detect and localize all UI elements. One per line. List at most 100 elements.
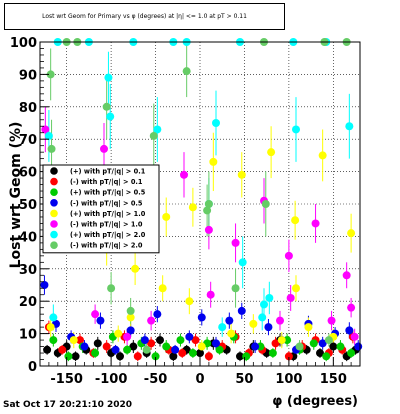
y-tick-label: 10 [19, 328, 37, 343]
data-point [204, 200, 213, 208]
data-point [295, 342, 304, 351]
legend-label: (+) with pT/|q| > 0.5 [70, 189, 146, 198]
data-point [238, 258, 247, 267]
data-point [142, 345, 151, 354]
data-point [107, 284, 116, 293]
y-tick-label: 50 [19, 198, 37, 213]
data-point [291, 216, 300, 225]
data-point [324, 336, 333, 345]
timestamp-footer: Sat Oct 17 20:21:10 2020 [3, 400, 133, 410]
data-point [180, 170, 188, 179]
data-point [304, 323, 313, 332]
y-axis-label: Lost wrt Geom (%) [8, 122, 24, 269]
data-point [336, 342, 345, 351]
data-point [203, 206, 212, 215]
data-point [47, 144, 56, 153]
data-point [342, 271, 351, 280]
y-tick-label: 20 [19, 295, 37, 310]
data-point [126, 326, 135, 335]
data-point [133, 352, 142, 361]
data-point [292, 284, 300, 293]
y-tick-label: 70 [19, 133, 37, 148]
data-point [204, 225, 213, 234]
data-point [249, 319, 258, 328]
data-point [185, 297, 194, 306]
y-tick-label: 0 [28, 360, 37, 375]
data-point [209, 157, 218, 166]
legend-label: (-) with pT/|q| > 1.0 [70, 221, 143, 230]
legend-marker [50, 230, 58, 239]
data-point [196, 349, 204, 358]
data-point [123, 332, 132, 341]
legend-label: (-) with pT/|q| > 0.1 [70, 178, 143, 187]
data-point [227, 329, 236, 338]
legend: (+) with pT/|q| > 0.1(-) with pT/|q| > 0… [42, 164, 160, 254]
data-point [64, 352, 73, 361]
data-point [264, 323, 273, 332]
data-point [231, 284, 240, 293]
data-point [123, 345, 132, 354]
data-points [40, 38, 363, 361]
x-tick-label: -150 [50, 372, 83, 387]
x-tick-label: -50 [144, 372, 168, 387]
data-point [318, 151, 327, 160]
data-point [218, 323, 227, 332]
data-point [76, 336, 84, 345]
data-point [347, 229, 356, 238]
x-tick-label: 100 [275, 372, 302, 387]
data-point [242, 352, 251, 361]
data-point [140, 336, 149, 345]
data-point [309, 339, 318, 348]
data-point [171, 345, 180, 354]
x-tick-label: -100 [95, 372, 128, 387]
data-point [322, 352, 331, 361]
y-tick-label: 100 [10, 36, 37, 51]
data-point [292, 125, 300, 134]
data-point [318, 339, 327, 348]
legend-marker [50, 188, 58, 196]
data-point [80, 342, 89, 351]
data-point [149, 131, 158, 140]
legend-marker [50, 177, 58, 186]
legend-marker [50, 167, 58, 175]
x-tick-label: 0 [195, 372, 204, 387]
data-point [69, 336, 78, 345]
data-point [265, 293, 274, 302]
data-point [251, 342, 260, 351]
data-point [40, 281, 49, 289]
data-point [91, 349, 100, 358]
data-point [162, 212, 171, 221]
data-point [58, 345, 67, 354]
legend-marker [50, 199, 58, 207]
data-point [204, 352, 213, 361]
data-point [71, 352, 80, 361]
y-tick-labels: 0 10 20 30 40 50 60 70 80 90 100 [10, 36, 37, 375]
data-point [106, 112, 115, 121]
legend-label: (+) with pT/|q| > 0.1 [70, 168, 146, 177]
legend-label: (+) with pT/|q| > 1.0 [70, 210, 146, 219]
data-point [100, 144, 108, 153]
data-point [237, 306, 246, 315]
data-point [176, 336, 185, 345]
legend-label: (-) with pT/|q| > 0.5 [70, 199, 143, 208]
data-point [197, 313, 206, 322]
data-point [271, 339, 280, 348]
data-point [158, 284, 167, 293]
data-point [236, 352, 244, 361]
legend-marker [50, 220, 58, 228]
y-tick-label: 40 [19, 230, 37, 245]
data-point [114, 329, 123, 338]
y-tick-label: 80 [19, 101, 37, 116]
data-point [49, 336, 58, 345]
data-point [286, 293, 295, 302]
data-point [41, 125, 50, 134]
data-point [260, 300, 268, 309]
data-point [327, 316, 336, 325]
data-point [126, 313, 135, 322]
data-point [102, 342, 111, 351]
data-point [329, 342, 338, 351]
data-point [111, 345, 120, 354]
data-point [191, 336, 200, 345]
data-point [258, 313, 267, 322]
